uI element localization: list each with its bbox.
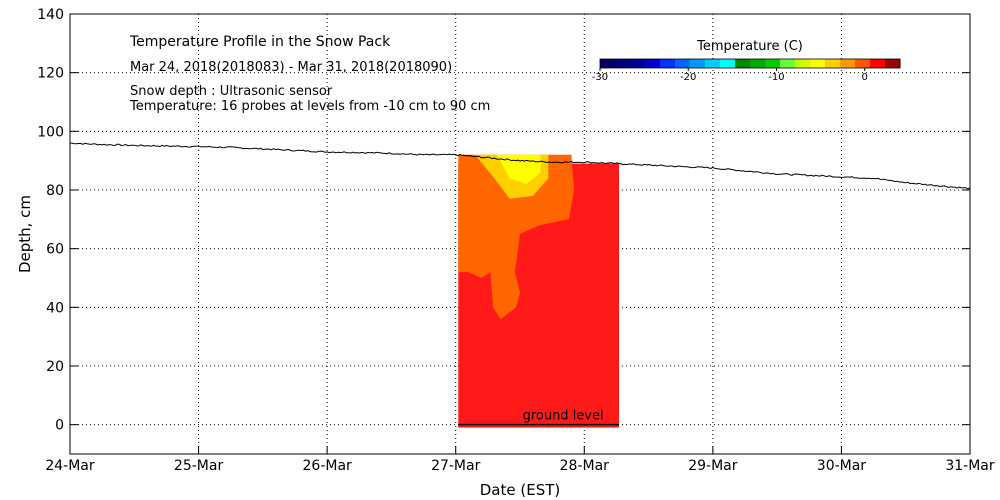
x-tick-label: 24-Mar <box>45 458 95 474</box>
snow-depth-series <box>70 142 971 190</box>
y-tick-label: 100 <box>37 124 64 140</box>
y-tick-label: 20 <box>46 359 64 375</box>
colorbar-swatch <box>810 59 826 68</box>
y-tick-label: 140 <box>37 7 64 23</box>
x-tick-label: 25-Mar <box>174 458 224 474</box>
colorbar-swatch <box>600 59 616 68</box>
x-tick-label: 30-Mar <box>817 458 867 474</box>
colorbar-tick-label: -30 <box>592 72 608 83</box>
y-tick-label: 80 <box>46 183 64 199</box>
colorbar: -30 -20 -10 0 <box>592 58 901 83</box>
note-snow-depth: Snow depth : Ultrasonic sensor <box>130 84 333 99</box>
colorbar-swatch <box>720 59 736 68</box>
x-tick-label: 27-Mar <box>431 458 481 474</box>
plot-frame <box>69 13 971 455</box>
colorbar-swatch <box>750 59 766 68</box>
x-axis-label: Date (EST) <box>480 481 561 499</box>
colorbar-swatch <box>615 59 631 68</box>
x-tick-label: 31-Mar <box>945 458 995 474</box>
y-tick-label: 60 <box>46 242 64 258</box>
colorbar-swatch <box>840 59 856 68</box>
y-tick-label: 0 <box>55 418 64 434</box>
colorbar-swatch <box>645 59 661 68</box>
x-tick-label: 28-Mar <box>560 458 610 474</box>
colorbar-swatch <box>690 59 706 68</box>
y-tick-label: 120 <box>37 66 64 82</box>
chart-subtitle: Mar 24, 2018(2018083) - Mar 31, 2018(201… <box>130 60 452 75</box>
colorbar-swatch <box>780 59 796 68</box>
colorbar-swatch <box>705 59 721 68</box>
colorbar-swatch <box>885 59 901 68</box>
colorbar-swatch <box>630 59 646 68</box>
x-tick-label: 29-Mar <box>688 458 738 474</box>
chart-title: Temperature Profile in the Snow Pack <box>129 34 391 50</box>
colorbar-tick-label: -10 <box>768 72 784 83</box>
y-tick-label: 40 <box>46 300 64 316</box>
note-temperature: Temperature: 16 probes at levels from -1… <box>129 99 490 114</box>
colorbar-frame <box>599 58 901 69</box>
colorbar-tick-label: 0 <box>862 72 868 83</box>
colorbar-swatch <box>825 59 841 68</box>
y-axis-label: Depth, cm <box>16 195 34 273</box>
colorbar-swatch <box>795 59 811 68</box>
ground-level-label: ground level <box>523 409 604 424</box>
temperature-region <box>496 154 541 185</box>
colorbar-swatch <box>735 59 751 68</box>
colorbar-swatch <box>870 59 886 68</box>
colorbar-tick-label: -20 <box>680 72 696 83</box>
colorbar-title: Temperature (C) <box>696 39 803 54</box>
axes: 24-Mar 25-Mar 26-Mar 27-Mar 28-Mar 29-Mar 30-M… <box>37 7 995 474</box>
colorbar-swatch <box>660 59 676 68</box>
temperature-region <box>458 154 574 320</box>
colorbar-swatch <box>765 59 781 68</box>
x-tick-label: 26-Mar <box>303 458 353 474</box>
colorbar-swatch <box>855 59 871 68</box>
colorbar-swatch <box>675 59 691 68</box>
temperature-field <box>458 154 619 428</box>
